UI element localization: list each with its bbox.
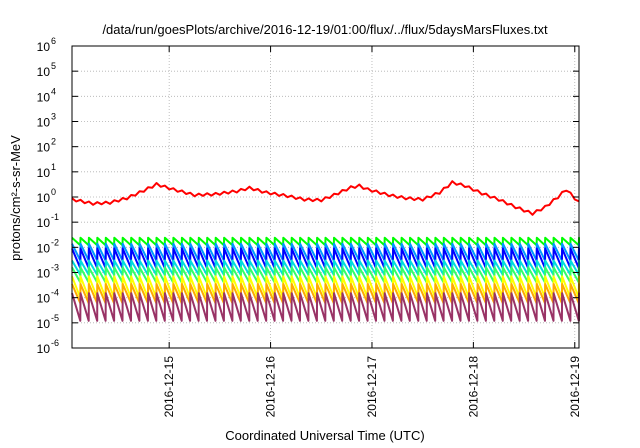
y-tick-exponent: 4 — [51, 86, 56, 96]
y-tick-label: 10 — [37, 342, 51, 356]
series-line-8 — [71, 283, 580, 305]
series-line-4 — [71, 247, 580, 270]
y-tick-exponent: 1 — [51, 162, 56, 172]
y-tick-exponent: -6 — [51, 338, 59, 348]
series-line-6 — [71, 266, 580, 284]
x-axis: 2016-12-15 2016-12-16 2016-12-17 2016-12-18… — [162, 46, 582, 417]
y-tick-label: 10 — [37, 292, 51, 306]
y-tick-exponent: 6 — [51, 36, 56, 46]
y-tick-label: 10 — [37, 241, 51, 255]
y-tick-exponent: 2 — [51, 137, 56, 147]
series-line-2 — [71, 236, 580, 247]
y-axis: 10 -610 -510 -410 -310 -210 -110 010 110 210 310 41… — [37, 36, 579, 356]
y-tick-exponent: -2 — [51, 237, 59, 247]
y-tick-exponent: -1 — [51, 212, 59, 222]
y-tick-exponent: -5 — [51, 313, 59, 323]
y-tick-exponent: 0 — [51, 187, 56, 197]
x-tick-label: 2016-12-15 — [162, 356, 176, 418]
series-line-3 — [71, 242, 580, 262]
y-tick-label: 10 — [37, 90, 51, 104]
y-tick-exponent: -4 — [51, 288, 59, 298]
series-line-5 — [71, 259, 580, 276]
series-line-7 — [71, 275, 580, 299]
x-tick-label: 2016-12-17 — [365, 356, 379, 418]
x-axis-label: Coordinated Universal Time (UTC) — [225, 428, 424, 443]
x-tick-label: 2016-12-16 — [264, 356, 278, 418]
y-tick-label: 10 — [37, 267, 51, 281]
y-tick-label: 10 — [37, 116, 51, 130]
y-axis-label: protons/cm²-s-sr-MeV — [8, 135, 23, 261]
y-tick-label: 10 — [37, 191, 51, 205]
y-tick-label: 10 — [37, 317, 51, 331]
y-tick-exponent: 5 — [51, 61, 56, 71]
x-tick-label: 2016-12-18 — [466, 356, 480, 418]
x-tick-label: 2016-12-19 — [568, 356, 582, 418]
series-layer — [71, 180, 580, 322]
series-line-9 — [71, 292, 580, 322]
y-tick-label: 10 — [37, 216, 51, 230]
y-tick-label: 10 — [37, 65, 51, 79]
y-tick-label: 10 — [37, 40, 51, 54]
y-tick-exponent: 3 — [51, 112, 56, 122]
chart-title: /data/run/goesPlots/archive/2016-12-19/0… — [102, 22, 548, 37]
y-tick-exponent: -3 — [51, 263, 59, 273]
y-tick-label: 10 — [37, 166, 51, 180]
series-line-1 — [71, 180, 580, 216]
y-tick-label: 10 — [37, 141, 51, 155]
